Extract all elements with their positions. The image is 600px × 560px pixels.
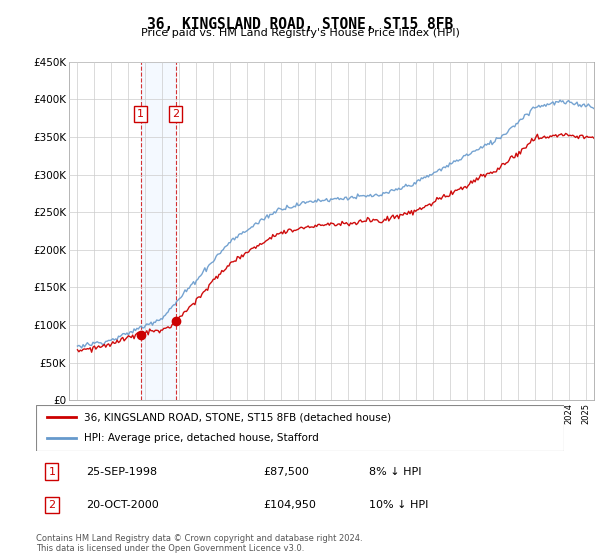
Text: 8% ↓ HPI: 8% ↓ HPI <box>368 466 421 477</box>
Text: 36, KINGSLAND ROAD, STONE, ST15 8FB (detached house): 36, KINGSLAND ROAD, STONE, ST15 8FB (det… <box>83 412 391 422</box>
Text: Price paid vs. HM Land Registry's House Price Index (HPI): Price paid vs. HM Land Registry's House … <box>140 28 460 38</box>
Text: £87,500: £87,500 <box>263 466 309 477</box>
Text: 25-SEP-1998: 25-SEP-1998 <box>86 466 157 477</box>
Text: HPI: Average price, detached house, Stafford: HPI: Average price, detached house, Staf… <box>83 433 318 444</box>
Text: 1: 1 <box>137 109 144 119</box>
Text: Contains HM Land Registry data © Crown copyright and database right 2024.
This d: Contains HM Land Registry data © Crown c… <box>36 534 362 553</box>
Bar <box>140 62 176 400</box>
Text: 2: 2 <box>48 500 55 510</box>
Text: 20-OCT-2000: 20-OCT-2000 <box>86 500 159 510</box>
Text: 10% ↓ HPI: 10% ↓ HPI <box>368 500 428 510</box>
Text: £104,950: £104,950 <box>263 500 316 510</box>
Text: 2: 2 <box>172 109 179 119</box>
Text: 1: 1 <box>49 466 55 477</box>
Text: 36, KINGSLAND ROAD, STONE, ST15 8FB: 36, KINGSLAND ROAD, STONE, ST15 8FB <box>147 17 453 32</box>
